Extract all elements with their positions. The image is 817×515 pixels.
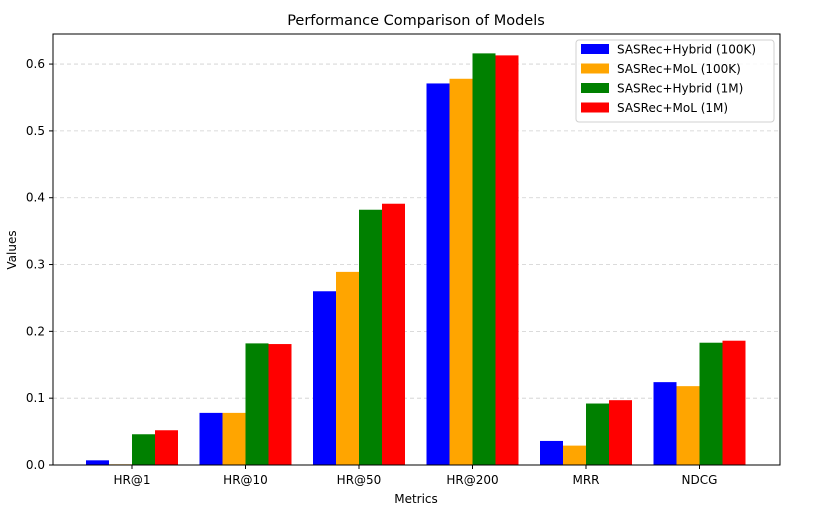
legend-label: SASRec+MoL (1M) (617, 101, 728, 115)
legend-swatch (581, 44, 609, 54)
bar (313, 291, 336, 465)
bar (222, 412, 246, 465)
bar (586, 403, 609, 465)
y-axis: 0.0 0.1 0.2 0.3 0.4 0.5 0.6 (26, 57, 53, 472)
y-tick-label: 0.1 (26, 391, 45, 405)
plot-frame (52, 33, 781, 466)
x-axis-label: Metrics (394, 492, 438, 506)
bar (336, 271, 359, 465)
bar (495, 55, 519, 466)
y-tick-label: 0.0 (26, 458, 45, 472)
legend-swatch (581, 102, 609, 113)
chart-title: Performance Comparison of Models (287, 13, 545, 29)
y-tick-label: 0.2 (26, 324, 45, 338)
x-axis: HR@1 HR@10 HR@50 HR@200 MRR NDCG (114, 465, 718, 487)
bar (426, 83, 450, 465)
bar (676, 386, 700, 465)
bar (86, 460, 109, 465)
y-tick-label: 0.6 (26, 57, 45, 71)
bar (722, 340, 746, 465)
legend-swatch (581, 63, 609, 74)
bar (155, 430, 178, 465)
bar (199, 412, 223, 465)
bars-layer (86, 53, 746, 466)
y-tick-label: 0.4 (26, 191, 45, 205)
x-tick-label: HR@50 (337, 473, 382, 487)
x-tick-label: HR@200 (446, 473, 498, 487)
bar (609, 400, 632, 465)
x-tick-label: HR@10 (223, 473, 268, 487)
legend-swatch (581, 83, 609, 93)
bar (699, 342, 723, 465)
bar (472, 53, 496, 465)
legend-label: SASRec+Hybrid (1M) (617, 82, 743, 96)
legend: SASRec+Hybrid (100K) SASRec+MoL (100K) SAS… (575, 39, 775, 123)
bar (449, 78, 473, 466)
bar (382, 203, 405, 466)
legend-label: SASRec+MoL (100K) (617, 62, 741, 76)
y-tick-label: 0.5 (26, 124, 45, 138)
bar (245, 343, 269, 465)
bar (563, 445, 586, 465)
x-tick-label: MRR (572, 473, 599, 487)
x-tick-label: NDCG (682, 473, 718, 487)
legend-frame (575, 39, 775, 123)
legend-label: SASRec+Hybrid (100K) (617, 43, 756, 57)
y-tick-label: 0.3 (26, 258, 45, 272)
legend-items: SASRec+Hybrid (100K) SASRec+MoL (100K) SAS… (581, 43, 756, 115)
bar (268, 344, 292, 465)
bar (132, 434, 155, 465)
x-tick-label: HR@1 (114, 473, 151, 487)
bar (359, 209, 382, 465)
bar (653, 382, 677, 465)
bar (540, 440, 563, 465)
y-axis-label: Values (5, 230, 19, 269)
